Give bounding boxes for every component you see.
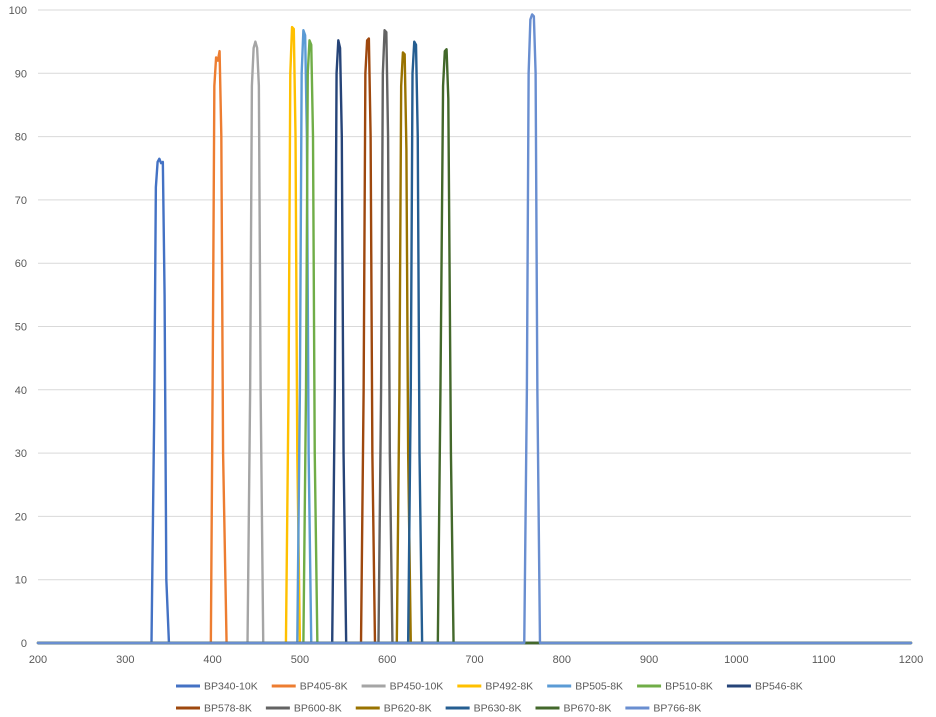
legend-label: BP766-8K xyxy=(653,703,701,715)
legend-label: BP492-8K xyxy=(485,681,533,693)
legend-item: BP670-8K xyxy=(535,703,612,715)
series-line-bp492-8k xyxy=(36,25,913,645)
legend-label: BP405-8K xyxy=(300,681,348,693)
y-tick-label: 30 xyxy=(15,448,27,460)
series-line-bp766-8k xyxy=(36,13,913,645)
x-tick-label: 700 xyxy=(465,654,483,666)
x-tick-label: 1100 xyxy=(812,654,836,666)
y-axis-tick-labels: 0 10 20 30 40 50 60 70 80 90 100 xyxy=(9,5,27,650)
y-tick-label: 0 xyxy=(21,638,27,650)
x-tick-label: 1200 xyxy=(899,654,923,666)
legend-item: BP630-8K xyxy=(445,703,522,715)
legend-label: BP340-10K xyxy=(204,681,258,693)
legend: BP340-10K BP405-8K BP450-10K BP492-8K BP505-… xyxy=(176,681,803,715)
x-axis-tick-labels: 200 300 400 500 600 700 800 900 1000 1100 1200 xyxy=(29,654,923,666)
y-tick-label: 60 xyxy=(15,258,27,270)
series-line-bp670-8k xyxy=(36,48,913,645)
series-line-bp450-10k xyxy=(36,40,913,645)
legend-label: BP546-8K xyxy=(755,681,803,693)
y-tick-label: 40 xyxy=(15,385,27,397)
legend-item: BP340-10K xyxy=(176,681,258,693)
legend-item: BP600-8K xyxy=(265,703,342,715)
legend-label: BP620-8K xyxy=(384,703,432,715)
series-line-bp340-10k xyxy=(36,157,913,645)
series-line-bp600-8k xyxy=(36,29,913,645)
y-tick-label: 100 xyxy=(9,5,27,17)
series-line-bp578-8k xyxy=(36,37,913,645)
legend-item: BP450-10K xyxy=(361,681,444,693)
gridlines xyxy=(38,9,911,644)
series-line-bp505-8k xyxy=(36,29,913,645)
legend-label: BP450-10K xyxy=(390,681,444,693)
series-line-bp510-8k xyxy=(36,39,913,645)
series-line-bp630-8k xyxy=(36,40,913,645)
series-lines xyxy=(36,13,913,645)
legend-label: BP600-8K xyxy=(294,703,342,715)
x-tick-label: 400 xyxy=(203,654,221,666)
y-tick-label: 50 xyxy=(15,322,27,334)
x-tick-label: 1000 xyxy=(724,654,748,666)
y-tick-label: 90 xyxy=(15,68,27,80)
y-tick-label: 70 xyxy=(15,195,27,207)
x-tick-label: 200 xyxy=(29,654,47,666)
y-tick-label: 10 xyxy=(15,575,27,587)
legend-label: BP578-8K xyxy=(204,703,252,715)
series-line-bp405-8k xyxy=(36,49,913,645)
series-line-bp546-8k xyxy=(36,39,913,645)
legend-label: BP505-8K xyxy=(575,681,623,693)
series-line-bp620-8k xyxy=(36,51,913,645)
legend-label: BP670-8K xyxy=(564,703,612,715)
x-tick-label: 900 xyxy=(640,654,658,666)
legend-item: BP510-8K xyxy=(637,681,713,693)
x-tick-label: 500 xyxy=(291,654,309,666)
legend-item: BP505-8K xyxy=(547,681,623,693)
legend-item: BP492-8K xyxy=(457,681,533,693)
legend-label: BP510-8K xyxy=(665,681,713,693)
x-tick-label: 600 xyxy=(378,654,396,666)
y-tick-label: 80 xyxy=(15,132,27,144)
legend-item: BP620-8K xyxy=(355,703,432,715)
x-tick-label: 800 xyxy=(553,654,571,666)
x-tick-label: 300 xyxy=(116,654,134,666)
legend-item: BP766-8K xyxy=(625,703,701,715)
legend-item: BP578-8K xyxy=(176,703,252,715)
y-tick-label: 20 xyxy=(15,511,27,523)
legend-item: BP405-8K xyxy=(271,681,348,693)
legend-label: BP630-8K xyxy=(474,703,522,715)
legend-item: BP546-8K xyxy=(726,681,803,693)
